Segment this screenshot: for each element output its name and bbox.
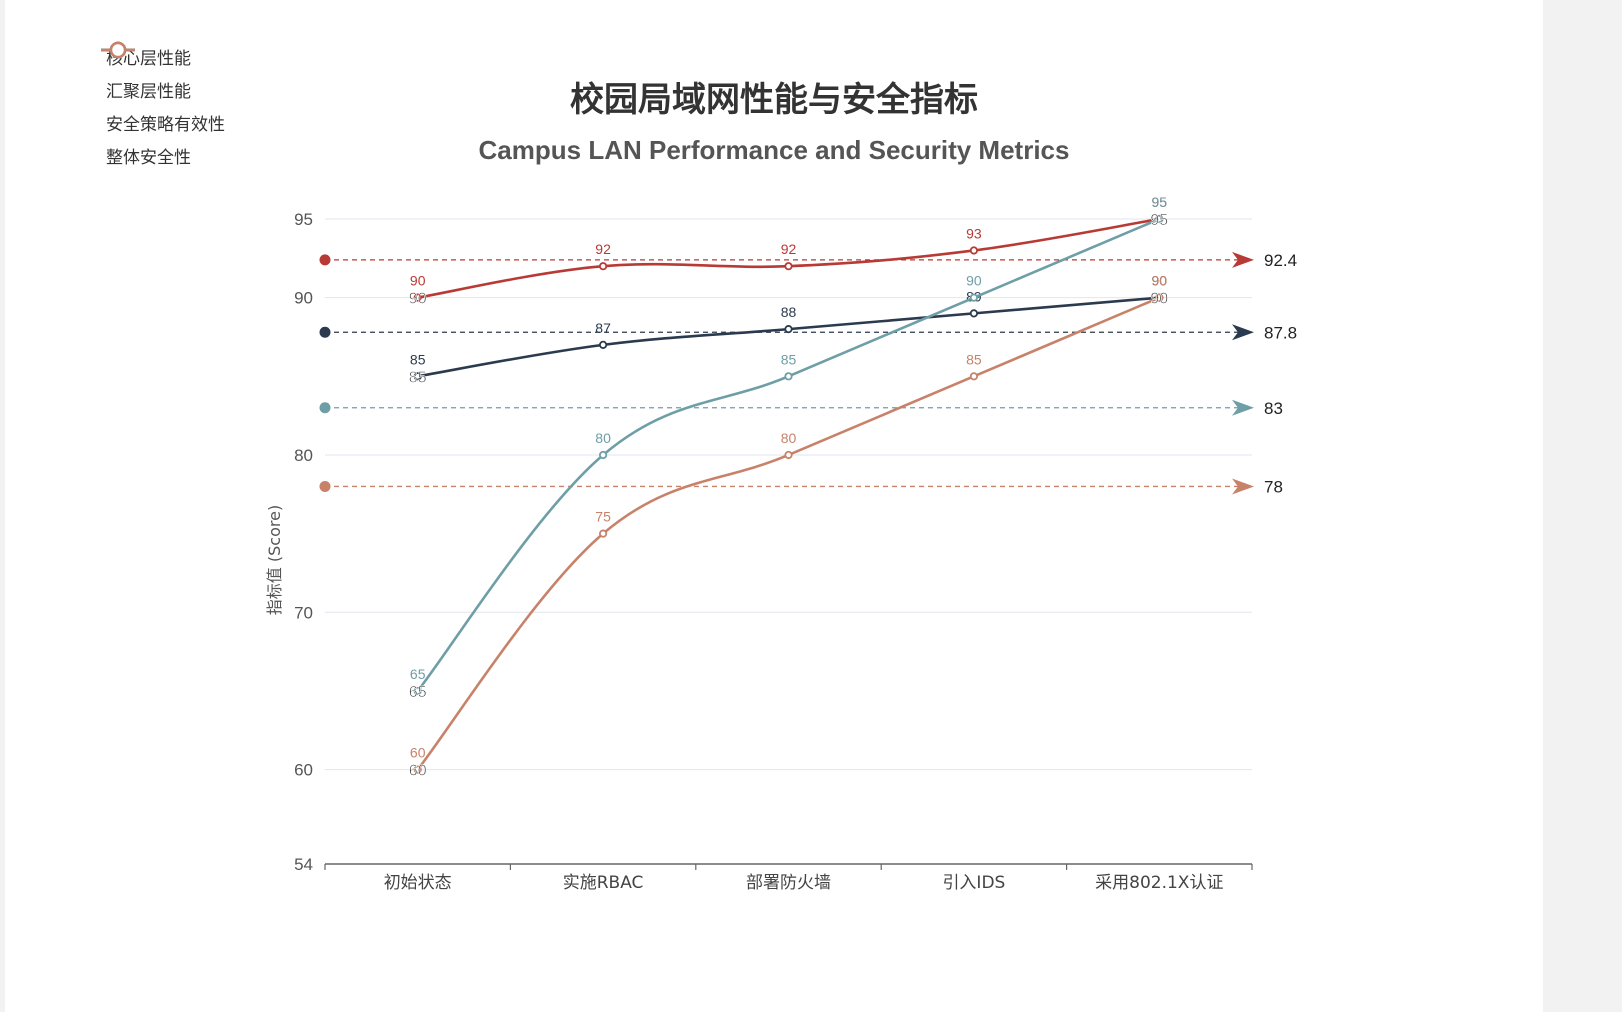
- series-line: [417, 217, 1160, 299]
- data-label: 92: [595, 241, 611, 257]
- data-label: 90: [1152, 273, 1168, 289]
- extremum-label: 90: [409, 291, 427, 308]
- x-tick-label: 初始状态: [384, 873, 452, 893]
- data-point: [413, 372, 422, 381]
- data-label: 93: [966, 225, 982, 241]
- legend-label: 整体安全性: [106, 148, 191, 168]
- data-point: [598, 529, 608, 538]
- data-label: 75: [595, 509, 611, 525]
- data-point: [413, 765, 422, 774]
- data-label: 90: [410, 273, 426, 289]
- line-chart: 54 60 70 80 90 95 初始状态 实施RBAC 部署防火墙 引入IDS 采用802.1X…: [294, 194, 1297, 893]
- data-label: 88: [781, 304, 797, 320]
- y-tick-label: 54: [294, 855, 313, 874]
- data-label: 65: [410, 666, 426, 682]
- data-point: [1155, 214, 1164, 224]
- y-axis-title: 指标值 (Score): [265, 504, 284, 616]
- average-arrow-icon: [1232, 399, 1254, 416]
- data-label: 90: [1152, 273, 1168, 289]
- data-point: [598, 340, 608, 349]
- data-point: [969, 293, 979, 302]
- data-point: [784, 372, 793, 381]
- x-tick-label: 部署防火墙: [746, 873, 831, 893]
- y-tick-label: 80: [294, 446, 313, 465]
- extremum-label: 85: [409, 369, 427, 386]
- data-point: [784, 450, 793, 460]
- y-tick-label: 90: [294, 289, 313, 308]
- chart-canvas: 54 60 70 80 90 95 初始状态 实施RBAC 部署防火墙 引入IDS 采用802.1X…: [5, 0, 1543, 1012]
- average-line-start-dot: [319, 402, 331, 414]
- extremum-label: 95: [1150, 212, 1168, 229]
- legend: 核心层性能 汇聚层性能 安全策略有效性 整体安全性: [100, 40, 225, 172]
- extremum-label: 65: [409, 684, 427, 701]
- average-arrow-icon: [1232, 251, 1254, 268]
- data-point: [1155, 293, 1164, 302]
- data-label: 95: [1152, 194, 1168, 210]
- data-point: [784, 325, 793, 334]
- average-line-start-dot: [319, 480, 331, 492]
- legend-marker-icon: [101, 41, 135, 59]
- data-point: [969, 246, 979, 255]
- series-line: [416, 217, 1160, 692]
- data-point: [598, 262, 608, 271]
- data-label: 87: [595, 320, 611, 336]
- y-tick-label: 95: [294, 210, 313, 229]
- average-value-label: 83: [1264, 399, 1283, 418]
- average-arrow-icon: [1232, 324, 1254, 341]
- average-line-start-dot: [319, 254, 331, 266]
- chart-subtitle: Campus LAN Performance and Security Metr…: [478, 135, 1070, 165]
- data-label: 85: [410, 351, 426, 367]
- average-line-start-dot: [319, 326, 331, 338]
- data-label: 92: [781, 241, 797, 257]
- legend-label: 安全策略有效性: [106, 115, 225, 135]
- data-label: 95: [1152, 194, 1168, 210]
- data-point: [413, 293, 422, 302]
- average-value-label: 87.8: [1264, 323, 1297, 342]
- data-point: [413, 686, 422, 696]
- x-tick-label: 引入IDS: [942, 873, 1005, 893]
- data-label: 90: [966, 273, 982, 289]
- legend-label: 核心层性能: [106, 49, 191, 69]
- y-tick-label: 70: [294, 603, 313, 622]
- data-point: [598, 450, 608, 460]
- data-label: 80: [781, 430, 797, 446]
- average-value-label: 78: [1264, 477, 1283, 496]
- data-point: [969, 372, 979, 381]
- x-tick-label: 采用802.1X认证: [1095, 873, 1223, 893]
- data-point: [784, 262, 793, 271]
- series-line: [416, 296, 1160, 771]
- chart-title: 校园局域网性能与安全指标: [570, 80, 978, 120]
- x-tick-label: 实施RBAC: [563, 873, 644, 893]
- data-label: 80: [595, 430, 611, 446]
- data-label: 60: [410, 745, 426, 761]
- average-value-label: 92.4: [1264, 251, 1297, 270]
- extremum-label: 90: [1150, 291, 1168, 308]
- average-arrow-icon: [1232, 478, 1254, 495]
- data-label: 85: [966, 351, 982, 367]
- data-label: 85: [781, 351, 797, 367]
- data-point: [969, 309, 979, 318]
- extremum-label: 60: [409, 763, 427, 780]
- legend-item-overall-security[interactable]: 整体安全性: [100, 41, 225, 172]
- legend-label: 汇聚层性能: [106, 82, 191, 102]
- y-tick-label: 60: [294, 761, 313, 780]
